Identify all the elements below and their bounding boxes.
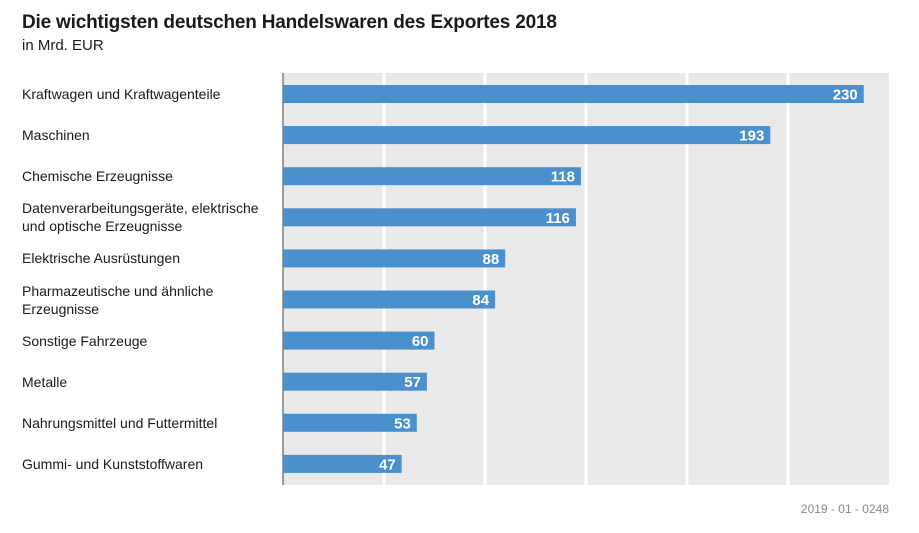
data-label: 116 — [546, 210, 570, 227]
data-label: 88 — [483, 251, 500, 268]
data-label: 84 — [472, 292, 489, 309]
category-label: Gummi- und Kunststoffwaren — [22, 455, 204, 472]
source-note: 2019 - 01 - 0248 — [800, 502, 889, 516]
bar — [283, 249, 506, 268]
data-label: 193 — [739, 128, 764, 145]
chart-subtitle: in Mrd. EUR — [22, 37, 104, 54]
bar — [283, 331, 435, 350]
data-label: 47 — [379, 456, 396, 473]
data-label: 230 — [833, 87, 858, 104]
category-label: Metalle — [22, 373, 68, 390]
category-label: Chemische Erzeugnisse — [22, 168, 173, 185]
category-label: Nahrungsmittel und Futtermittel — [22, 414, 218, 431]
category-label: Elektrische Ausrüstungen — [22, 250, 180, 267]
bar — [283, 413, 417, 432]
bar — [283, 208, 576, 227]
bar — [283, 85, 864, 103]
bar — [283, 290, 496, 309]
data-label: 118 — [551, 169, 575, 186]
category-label: Datenverarbeitungsgeräte, elektrische un… — [22, 200, 259, 235]
bar — [283, 167, 581, 186]
category-label: Sonstige Fahrzeuge — [22, 332, 148, 349]
data-label: 57 — [404, 374, 421, 391]
bar — [283, 454, 402, 473]
chart-title: Die wichtigsten deutschen Handelswaren d… — [22, 12, 557, 33]
bar — [283, 372, 427, 391]
category-label: Pharmazeutische und ähnliche Erzeugnisse — [22, 282, 214, 317]
data-label: 60 — [412, 333, 429, 350]
category-label: Kraftwagen und Kraftwagenteile — [22, 86, 221, 102]
data-label: 53 — [394, 415, 411, 432]
category-label: Maschinen — [22, 127, 90, 144]
bar — [283, 126, 771, 145]
